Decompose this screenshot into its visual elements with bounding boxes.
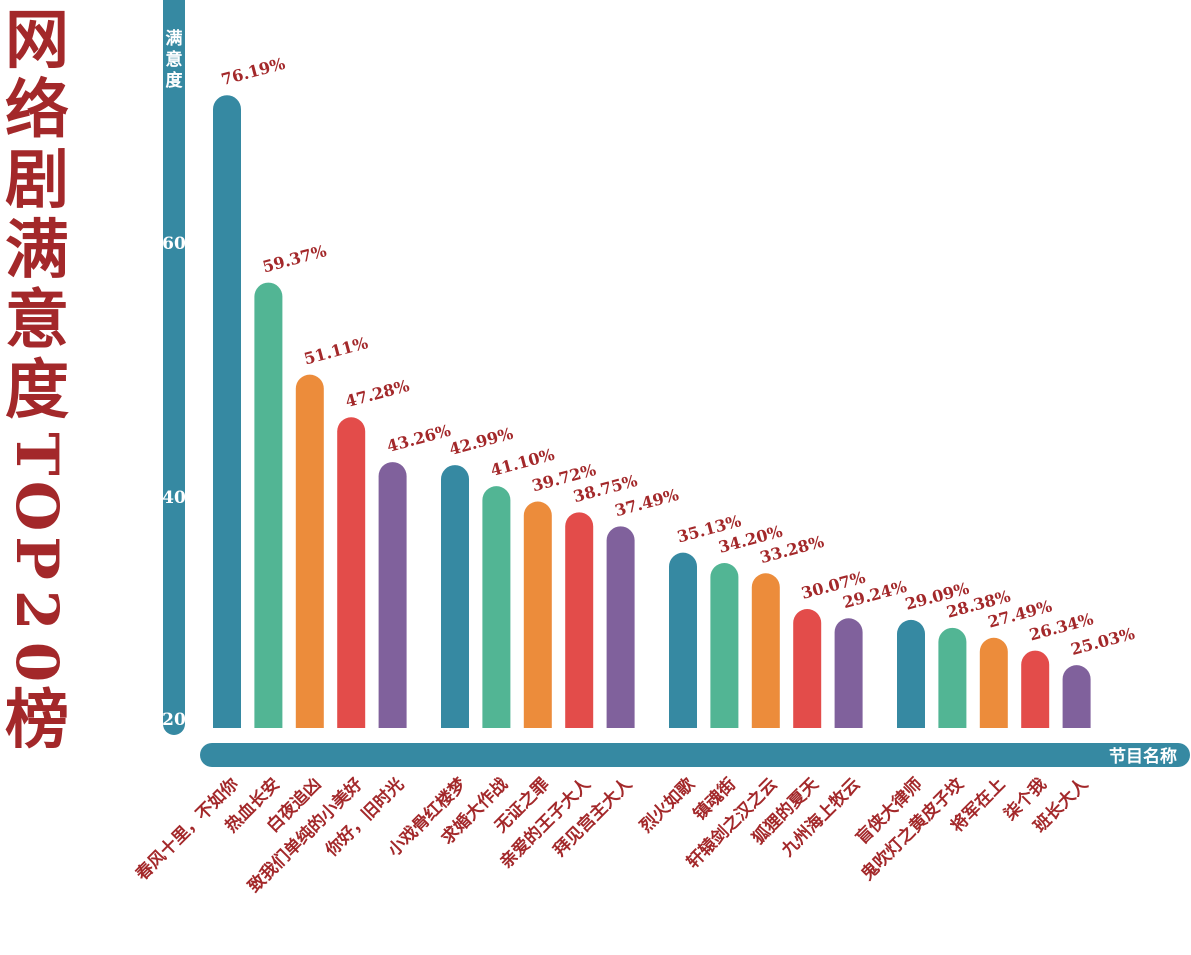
bar <box>295 374 324 728</box>
bar <box>606 526 635 728</box>
value-label: 42.99% <box>447 424 515 459</box>
title-char: 榜 <box>5 683 69 758</box>
bar <box>979 637 1008 728</box>
y-tick-label: 60 <box>162 234 186 254</box>
title-char: 络 <box>5 73 69 148</box>
bar <box>897 619 925 728</box>
category-label: 烈火如歌 <box>636 773 700 837</box>
y-axis-bar <box>163 0 185 735</box>
title-char: 满 <box>5 213 69 288</box>
bar <box>565 512 594 728</box>
category-label: 春风十里，不如你 <box>132 774 243 885</box>
value-label: 76.19% <box>219 54 287 89</box>
y-axis-title: 满意度 <box>166 28 184 91</box>
x-axis-bar <box>200 743 1190 767</box>
x-axis: 节目名称 <box>200 743 1190 767</box>
bar <box>1021 650 1050 728</box>
bar <box>669 552 697 728</box>
bar <box>441 465 469 728</box>
y-tick-label: 40 <box>162 488 186 508</box>
bar <box>710 563 739 728</box>
value-label: 51.11% <box>302 333 370 368</box>
bar <box>482 486 511 728</box>
x-axis-title: 节目名称 <box>1109 746 1177 767</box>
bars <box>213 95 1091 728</box>
category-labels: 春风十里，不如你热血长安白夜追凶致我们单纯的小美好你好，旧时光小戏骨红楼梦求婚大… <box>132 773 1093 897</box>
bar <box>751 573 780 728</box>
value-label: 59.37% <box>261 241 329 276</box>
bar <box>793 609 822 728</box>
title-char: 度 <box>5 353 69 428</box>
title-char: 意 <box>5 283 69 358</box>
value-label: 43.26% <box>385 421 453 456</box>
bar <box>834 618 863 728</box>
y-tick-label: 20 <box>162 710 186 730</box>
bar <box>378 462 407 728</box>
y-axis: 满意度 20 40 60 <box>162 0 186 735</box>
bar <box>938 627 967 728</box>
title-char: 剧 <box>5 143 69 218</box>
title-char: 网 <box>5 3 69 78</box>
bar <box>523 501 552 728</box>
bar <box>337 417 366 728</box>
bar <box>213 95 241 728</box>
bar <box>1062 665 1091 728</box>
value-label: 47.28% <box>343 376 411 411</box>
bar <box>254 282 283 728</box>
